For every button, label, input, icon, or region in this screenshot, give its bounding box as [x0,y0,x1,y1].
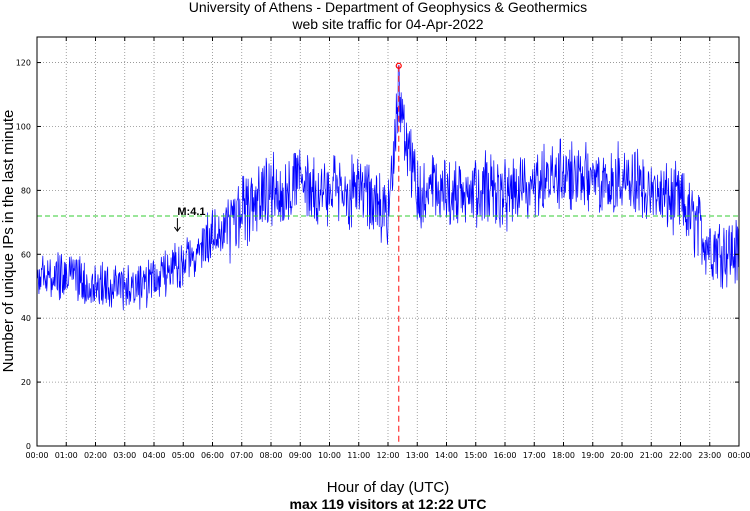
x-tick-label: 20:00 [610,451,633,460]
x-tick-label: 10:00 [318,451,341,460]
y-axis-label: Number of unique IPs in the last minute [0,110,17,373]
x-tick-label: 12:00 [376,451,399,460]
x-tick-label: 01:00 [55,451,78,460]
x-tick-label: 22:00 [669,451,692,460]
x-tick-label: 15:00 [464,451,487,460]
x-tick-label: 04:00 [142,451,165,460]
y-tick-label: 100 [16,122,31,131]
x-tick-label: 07:00 [230,451,253,460]
x-axis-label: Hour of day (UTC) [327,479,450,496]
chart-subtitle: web site traffic for 04-Apr-2022 [291,16,483,32]
x-tick-label: 09:00 [289,451,312,460]
annotation-arrow-head [174,226,181,232]
peak-summary: max 119 visitors at 12:22 UTC [290,496,487,511]
traffic-series-line [36,65,740,311]
y-tick-label: 20 [21,378,31,387]
y-tick-label: 0 [26,442,31,451]
x-tick-label: 23:00 [698,451,721,460]
grid [37,37,739,446]
x-tick-label: 18:00 [552,451,575,460]
y-tick-label: 60 [21,250,31,259]
x-tick-label: 13:00 [406,451,429,460]
peak-marker [395,62,402,69]
x-tick-label: 17:00 [523,451,546,460]
x-tick-label: 00:00 [727,451,750,460]
x-tick-label: 08:00 [259,451,282,460]
x-tick-label: 05:00 [172,451,195,460]
x-tick-label: 03:00 [113,451,136,460]
y-tick-label: 80 [21,186,31,195]
y-tick-label: 120 [16,59,31,68]
x-tick-label: 06:00 [201,451,224,460]
x-tick-label: 19:00 [581,451,604,460]
event-annotation-label: M:4.1 [177,206,205,218]
x-tick-label: 02:00 [84,451,107,460]
x-tick-label: 21:00 [640,451,663,460]
chart-title: University of Athens - Department of Geo… [189,0,587,15]
series-layer [36,65,740,311]
x-tick-label: 16:00 [493,451,516,460]
x-tick-label: 11:00 [347,451,370,460]
x-tick-label: 00:00 [25,451,48,460]
x-tick-label: 14:00 [435,451,458,460]
y-tick-label: 40 [21,314,31,323]
overlay-layer [37,62,739,446]
axis-ticks: 00:00 01:00 02:00 03:00 04:00 05:00 06:00 07:00… [16,37,750,460]
